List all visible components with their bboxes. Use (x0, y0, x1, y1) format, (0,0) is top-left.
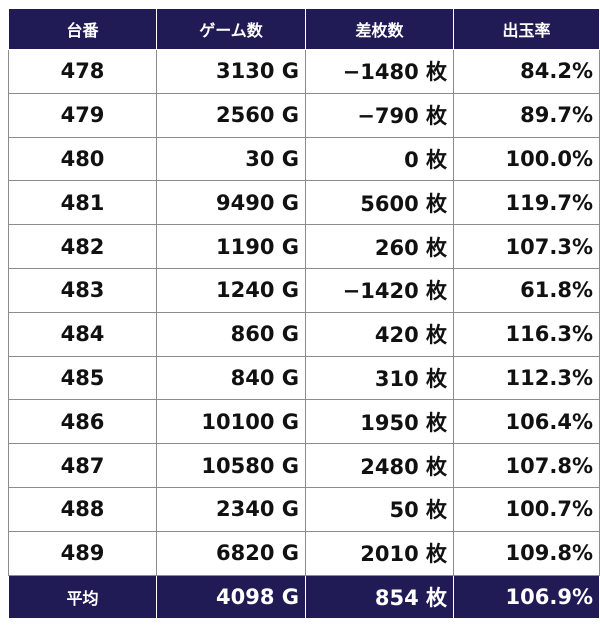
coin-difference-cell: −790 枚 (305, 92, 454, 138)
machine-number-cell: 486 (8, 399, 157, 445)
machine-number-cell: 482 (8, 224, 157, 269)
header-coin-difference: 差枚数 (305, 8, 454, 50)
machine-number-cell: 480 (8, 136, 157, 182)
payout-rate-cell: 84.2% (453, 49, 600, 94)
game-count-cell: 10100 G (156, 399, 306, 445)
payout-rate-cell: 100.0% (453, 136, 600, 182)
game-count-cell: 860 G (156, 311, 306, 357)
game-count-cell: 1240 G (156, 267, 306, 313)
coin-difference-cell: 1950 枚 (305, 399, 454, 445)
coin-difference-cell: −1480 枚 (305, 49, 454, 94)
machine-number-cell: 479 (8, 92, 157, 138)
game-count-cell: 2340 G (156, 486, 306, 532)
coin-difference-cell: 260 枚 (305, 224, 454, 269)
machine-number-cell: 487 (8, 443, 157, 488)
table-row: 478 3130 G −1480 枚 84.2% (8, 49, 600, 94)
payout-rate-cell: 89.7% (453, 92, 600, 138)
payout-rate-cell: 107.8% (453, 443, 600, 488)
header-payout-rate: 出玉率 (453, 8, 600, 50)
table-row: 488 2340 G 50 枚 100.7% (8, 486, 600, 532)
coin-difference-cell: 2480 枚 (305, 443, 454, 488)
game-count-cell: 840 G (156, 355, 306, 401)
header-game-count: ゲーム数 (156, 8, 306, 50)
game-count-cell: 10580 G (156, 443, 306, 488)
table-row: 486 10100 G 1950 枚 106.4% (8, 399, 600, 445)
game-count-cell: 2560 G (156, 92, 306, 138)
coin-difference-cell: 0 枚 (305, 136, 454, 182)
payout-rate-cell: 119.7% (453, 180, 600, 226)
average-row: 平均 4098 G 854 枚 106.9% (8, 574, 600, 619)
coin-difference-cell: 5600 枚 (305, 180, 454, 226)
game-count-cell: 6820 G (156, 530, 306, 576)
payout-rate-cell: 106.4% (453, 399, 600, 445)
table-row: 487 10580 G 2480 枚 107.8% (8, 443, 600, 488)
table-row: 483 1240 G −1420 枚 61.8% (8, 267, 600, 313)
average-rate: 106.9% (453, 574, 600, 619)
coin-difference-cell: 2010 枚 (305, 530, 454, 576)
payout-rate-cell: 100.7% (453, 486, 600, 532)
table-row: 479 2560 G −790 枚 89.7% (8, 92, 600, 138)
payout-rate-cell: 112.3% (453, 355, 600, 401)
payout-rate-cell: 107.3% (453, 224, 600, 269)
table-row: 484 860 G 420 枚 116.3% (8, 311, 600, 357)
payout-rate-cell: 116.3% (453, 311, 600, 357)
game-count-cell: 30 G (156, 136, 306, 182)
game-count-cell: 9490 G (156, 180, 306, 226)
average-diff: 854 枚 (305, 574, 454, 619)
coin-difference-cell: 310 枚 (305, 355, 454, 401)
average-games: 4098 G (156, 574, 306, 619)
coin-difference-cell: 50 枚 (305, 486, 454, 532)
header-row: 台番 ゲーム数 差枚数 出玉率 (8, 8, 600, 50)
machine-number-cell: 484 (8, 311, 157, 357)
results-table: 台番 ゲーム数 差枚数 出玉率 478 3130 G −1480 枚 84.2% 479… (8, 8, 600, 619)
header-machine-number: 台番 (8, 8, 157, 50)
average-label: 平均 (8, 574, 157, 619)
game-count-cell: 1190 G (156, 224, 306, 269)
game-count-cell: 3130 G (156, 49, 306, 94)
table-row: 485 840 G 310 枚 112.3% (8, 355, 600, 401)
payout-rate-cell: 109.8% (453, 530, 600, 576)
payout-rate-cell: 61.8% (453, 267, 600, 313)
table-row: 481 9490 G 5600 枚 119.7% (8, 180, 600, 226)
machine-number-cell: 483 (8, 267, 157, 313)
machine-number-cell: 485 (8, 355, 157, 401)
machine-number-cell: 488 (8, 486, 157, 532)
table-row: 489 6820 G 2010 枚 109.8% (8, 530, 600, 576)
machine-number-cell: 489 (8, 530, 157, 576)
machine-number-cell: 478 (8, 49, 157, 94)
coin-difference-cell: −1420 枚 (305, 267, 454, 313)
results-table-container: 台番 ゲーム数 差枚数 出玉率 478 3130 G −1480 枚 84.2% 479… (8, 8, 600, 619)
machine-number-cell: 481 (8, 180, 157, 226)
table-row: 482 1190 G 260 枚 107.3% (8, 224, 600, 269)
coin-difference-cell: 420 枚 (305, 311, 454, 357)
